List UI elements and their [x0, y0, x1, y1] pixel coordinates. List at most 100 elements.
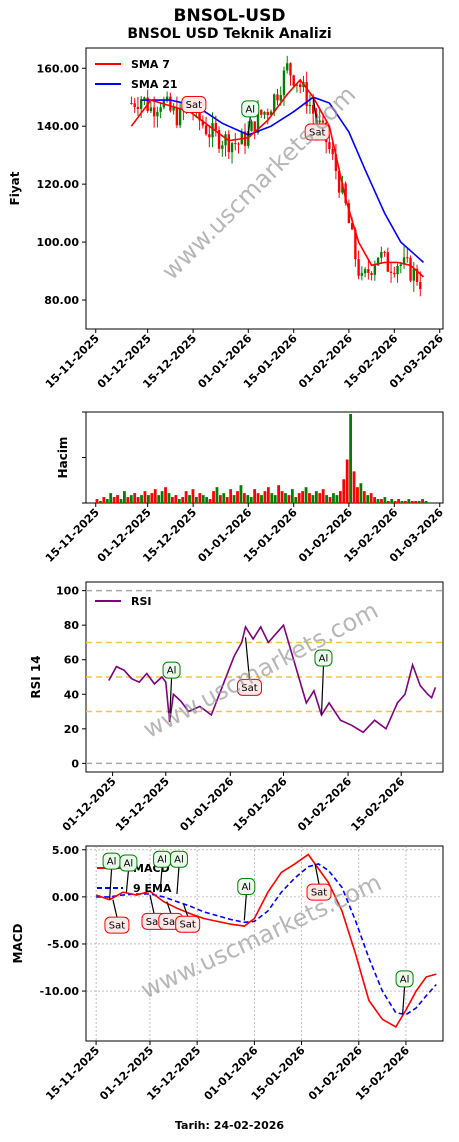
- price-candle-body: [402, 257, 406, 265]
- price-panel-frame: [85, 47, 444, 330]
- rsi-annotation-arrow: [244, 637, 251, 680]
- volume-bar: [366, 495, 370, 503]
- price-candle-body: [224, 134, 227, 146]
- volume-bar: [249, 497, 253, 503]
- price-candle-body: [367, 269, 370, 273]
- macd-line: [95, 853, 437, 1028]
- volume-bar: [153, 489, 157, 503]
- price-annotation-box: [241, 100, 260, 118]
- volume-bar: [215, 487, 219, 503]
- price-candle-body: [143, 97, 146, 100]
- volume-bar: [321, 489, 325, 503]
- price-candle-body: [214, 123, 218, 131]
- price-ytick-label: 100.00: [37, 236, 80, 249]
- macd-annotation-box: [119, 854, 138, 872]
- price-candle-body: [172, 107, 175, 111]
- rsi-xtick-label: 15-12-2025: [113, 775, 172, 834]
- rsi-annotation-box: [162, 661, 181, 679]
- price-candle-body: [370, 272, 373, 275]
- volume-bar: [376, 499, 380, 503]
- volume-bar: [201, 495, 205, 503]
- volume-bar: [239, 485, 243, 503]
- price-candle-body: [256, 109, 260, 134]
- volume-bar: [99, 501, 102, 503]
- macd-legend-label: 9 EMA: [133, 882, 172, 895]
- volume-bar: [188, 495, 191, 503]
- volume-bar: [400, 501, 404, 503]
- price-candle-body: [234, 143, 237, 145]
- rsi-legend-label: RSI: [131, 595, 152, 608]
- price-candle-body: [354, 229, 357, 260]
- volume-bar: [280, 491, 284, 503]
- price-candle-body: [305, 82, 308, 107]
- volume-bar: [390, 499, 394, 503]
- macd-xtick-label: 15-11-2025: [43, 1044, 102, 1103]
- price-candle-body: [136, 107, 140, 109]
- volume-bar: [277, 485, 281, 503]
- macd-annotation-box: [395, 970, 414, 988]
- volume-bar: [246, 495, 250, 503]
- volume-bar: [260, 495, 263, 503]
- rsi-xtick-label: 15-01-2026: [231, 775, 290, 834]
- price-candle-body: [396, 265, 399, 275]
- volume-bar: [133, 493, 137, 503]
- volume-bar: [136, 497, 140, 503]
- volume-bar: [191, 489, 195, 503]
- macd-ytick-label: 0.00: [52, 891, 79, 904]
- volume-bar: [164, 487, 167, 503]
- volume-bar: [290, 489, 294, 503]
- price-candle-body: [344, 183, 347, 204]
- macd-ylabel: MACD: [11, 923, 25, 963]
- price-candle-body: [393, 272, 396, 275]
- volume-bar: [287, 495, 291, 503]
- volume-bar: [263, 491, 267, 503]
- volume-bar: [393, 501, 397, 503]
- volume-bar: [359, 483, 363, 503]
- volume-panel-frame: [85, 411, 444, 504]
- chart-title: BNSOL-USD: [173, 6, 286, 26]
- price-candle-body: [237, 143, 240, 145]
- price-candle-body: [230, 143, 234, 153]
- volume-bar: [143, 491, 147, 503]
- price-candle-body: [363, 269, 367, 274]
- volume-bar: [184, 491, 188, 503]
- price-candle-body: [331, 149, 334, 155]
- price-annotation-label: Al: [245, 104, 255, 115]
- volume-bar: [410, 501, 414, 503]
- macd-annotation-label: Al: [124, 858, 134, 869]
- volume-bar: [170, 497, 174, 503]
- volume-bar: [181, 497, 185, 503]
- price-candle-body: [308, 104, 312, 107]
- price-candle-body: [133, 103, 136, 108]
- price-candle-body: [383, 251, 386, 253]
- volume-bar: [256, 493, 260, 503]
- macd-annotation-arrow: [108, 869, 113, 900]
- price-annotation-arrow: [247, 116, 251, 135]
- price-candle-body: [211, 123, 214, 138]
- volume-bar: [284, 493, 287, 503]
- volume-bar: [95, 499, 99, 503]
- volume-bar: [304, 487, 308, 503]
- rsi-annotation-arrow: [320, 665, 325, 716]
- macd-annotation-label: Al: [174, 855, 184, 866]
- price-candle-body: [276, 94, 279, 101]
- macd-annotation-label: Sat: [179, 920, 195, 931]
- volume-bar: [314, 491, 318, 503]
- volume-bar: [369, 493, 373, 503]
- price-candle-body: [380, 251, 383, 258]
- price-annotation-box: [304, 123, 330, 141]
- volume-bar: [129, 495, 133, 503]
- volume-bar: [222, 493, 226, 503]
- macd-annotation-arrow: [159, 867, 163, 893]
- volume-bar: [311, 495, 315, 503]
- price-ytick-label: 160.00: [37, 62, 80, 75]
- volume-bar: [345, 459, 349, 503]
- macd-annotation-arrow: [166, 901, 172, 914]
- price-candle-body: [266, 112, 269, 116]
- volume-bar: [335, 495, 339, 503]
- volume-bar: [380, 499, 383, 503]
- price-candle-body: [376, 257, 380, 266]
- price-ytick-label: 140.00: [37, 120, 80, 133]
- macd-annotation-arrow: [314, 863, 320, 885]
- rsi-annotation-arrow: [168, 678, 173, 722]
